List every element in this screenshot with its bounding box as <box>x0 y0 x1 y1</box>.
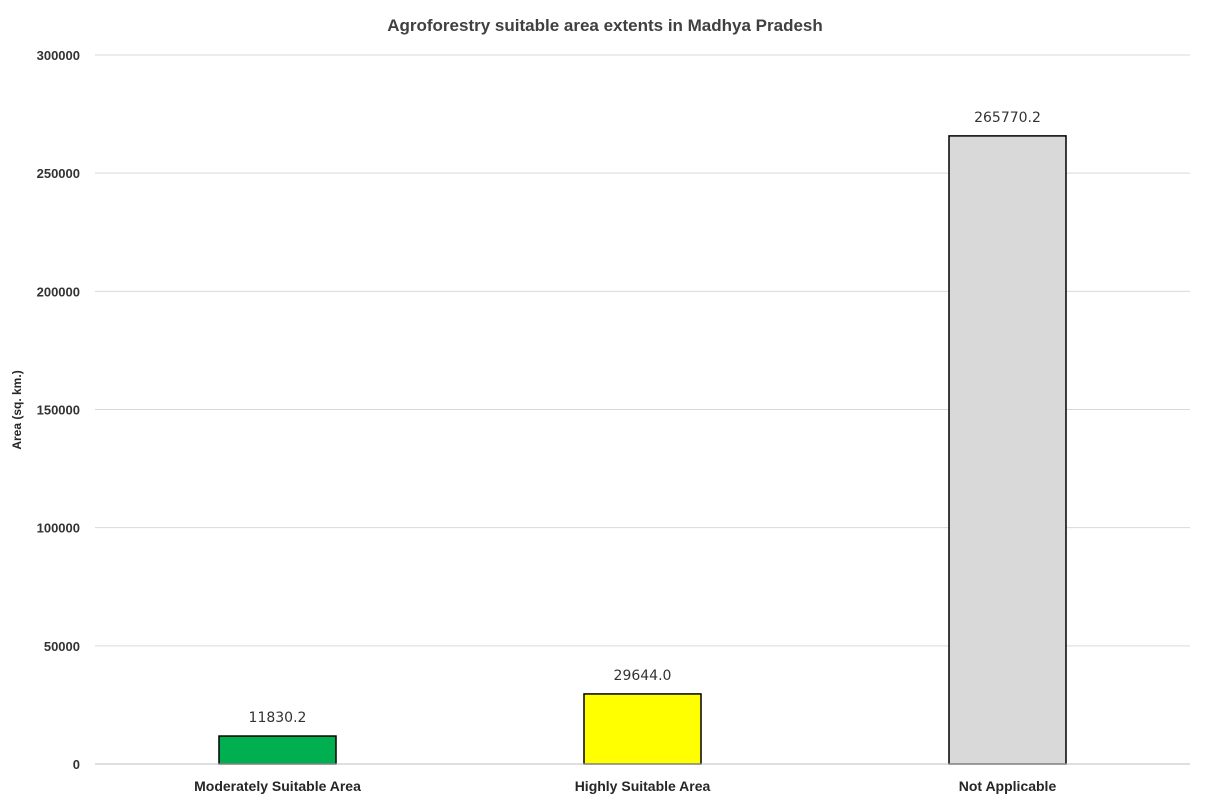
y-axis-label: Area (sq. km.) <box>10 370 24 449</box>
data-label: 11830.2 <box>249 710 307 726</box>
y-tick-label: 300000 <box>37 48 80 63</box>
x-tick-label: Moderately Suitable Area <box>194 778 361 794</box>
y-tick-label: 150000 <box>37 403 80 418</box>
x-axis-ticks: Moderately Suitable Area Highly Suitable … <box>194 778 1056 794</box>
y-tick-label: 250000 <box>37 166 80 181</box>
bar <box>583 693 702 765</box>
y-tick-label: 200000 <box>37 284 80 299</box>
y-axis-ticks: 0 50000 100000 150000 200000 250000 300000 <box>37 48 80 772</box>
y-tick-label: 100000 <box>37 521 80 536</box>
x-tick-label: Highly Suitable Area <box>575 778 711 794</box>
bar <box>948 135 1067 765</box>
x-tick-label: Not Applicable <box>959 778 1057 794</box>
chart-title: Agroforestry suitable area extents in Ma… <box>387 16 823 35</box>
bars <box>218 135 1067 765</box>
data-label: 29644.0 <box>614 668 672 684</box>
bar <box>218 735 337 765</box>
y-tick-label: 0 <box>73 757 80 772</box>
data-label: 265770.2 <box>974 110 1041 126</box>
y-tick-label: 50000 <box>44 639 80 654</box>
data-labels: 11830.2 29644.0 265770.2 <box>249 110 1041 726</box>
